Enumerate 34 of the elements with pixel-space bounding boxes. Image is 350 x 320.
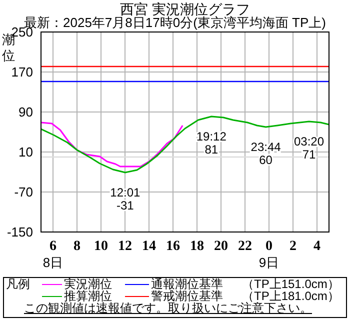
annotation: 12:01 -31 [110, 186, 141, 212]
x-tick-label: 18 [190, 238, 204, 254]
y-tick-label: -70 [14, 184, 33, 200]
x-tick-label: 8 [74, 238, 80, 254]
x-tick-label: 0 [266, 238, 272, 254]
text: 9日 [258, 255, 280, 270]
text: （TP上181.0cm） [242, 289, 340, 303]
line-series [41, 116, 329, 174]
y-tick-label: -150 [6, 224, 33, 240]
legend-label: 通報潮位基準 [151, 277, 223, 291]
x-tick-label: 6 [50, 238, 56, 254]
x-tick-label: 22 [238, 238, 252, 254]
x-tick-label: 2 [290, 238, 296, 254]
x-tick-label: 10 [94, 238, 108, 254]
x-tick-label: 12 [118, 238, 132, 254]
text: この観測値は速報値です。取り扱いにご注意下さい。 [23, 301, 313, 315]
legend-label: 推算潮位 [64, 289, 112, 303]
annotation: 19:12 81 [196, 130, 227, 156]
legend-label: 実況潮位 [64, 277, 112, 291]
legend-label: 警戒潮位基準 [151, 289, 223, 303]
annotation: 23:44 60 [250, 140, 282, 167]
y-tick-label: 170 [11, 64, 33, 80]
y-tick-label: 10 [18, 144, 33, 160]
legend-title: 凡例 [6, 277, 30, 291]
x-tick-label: 20 [214, 238, 228, 254]
x-tick-label: 4 [314, 238, 320, 254]
chart-title: 西宮 実況潮位グラフ [119, 1, 250, 17]
text: （TP上151.0cm） [242, 277, 340, 291]
text: 8日 [42, 255, 64, 270]
x-tick-label: 14 [142, 238, 156, 254]
y-tick-label: 90 [18, 104, 33, 120]
line-series [41, 122, 184, 168]
x-tick-label: 16 [166, 238, 180, 254]
annotation: 03:20 71 [294, 134, 324, 162]
